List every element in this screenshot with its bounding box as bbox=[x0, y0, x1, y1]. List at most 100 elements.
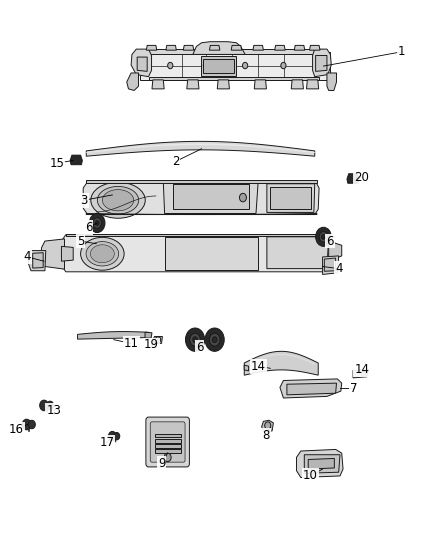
FancyBboxPatch shape bbox=[146, 417, 189, 467]
Polygon shape bbox=[280, 379, 342, 398]
Ellipse shape bbox=[102, 190, 134, 211]
FancyBboxPatch shape bbox=[150, 422, 185, 462]
Text: 4: 4 bbox=[335, 262, 343, 275]
Ellipse shape bbox=[90, 245, 114, 263]
Polygon shape bbox=[209, 45, 220, 50]
Text: 15: 15 bbox=[49, 157, 64, 169]
Text: 1: 1 bbox=[398, 45, 406, 58]
Circle shape bbox=[321, 235, 325, 239]
Polygon shape bbox=[347, 174, 359, 183]
Polygon shape bbox=[310, 45, 320, 50]
Polygon shape bbox=[86, 214, 317, 215]
Polygon shape bbox=[28, 251, 46, 271]
Circle shape bbox=[193, 337, 198, 343]
Polygon shape bbox=[313, 49, 331, 77]
Polygon shape bbox=[155, 449, 181, 453]
Polygon shape bbox=[149, 77, 319, 80]
Circle shape bbox=[185, 328, 205, 351]
Polygon shape bbox=[61, 235, 333, 272]
Polygon shape bbox=[254, 80, 266, 89]
Polygon shape bbox=[153, 336, 162, 343]
Polygon shape bbox=[193, 42, 245, 54]
Polygon shape bbox=[316, 55, 327, 71]
Text: 6: 6 bbox=[196, 341, 203, 353]
Polygon shape bbox=[244, 351, 318, 375]
Polygon shape bbox=[244, 365, 249, 371]
Polygon shape bbox=[86, 141, 315, 156]
Polygon shape bbox=[270, 187, 311, 209]
Polygon shape bbox=[322, 256, 339, 274]
Polygon shape bbox=[275, 45, 285, 50]
Polygon shape bbox=[294, 45, 305, 50]
Polygon shape bbox=[304, 455, 340, 473]
Polygon shape bbox=[70, 155, 82, 165]
Circle shape bbox=[47, 401, 53, 410]
Polygon shape bbox=[152, 80, 164, 89]
Polygon shape bbox=[217, 80, 230, 89]
Polygon shape bbox=[127, 73, 138, 91]
Polygon shape bbox=[267, 237, 328, 269]
Polygon shape bbox=[145, 332, 152, 338]
Circle shape bbox=[93, 218, 102, 228]
Text: 11: 11 bbox=[124, 337, 138, 350]
Polygon shape bbox=[155, 439, 181, 442]
Polygon shape bbox=[328, 241, 342, 261]
Polygon shape bbox=[261, 420, 273, 432]
Circle shape bbox=[109, 431, 116, 441]
Text: 5: 5 bbox=[77, 235, 84, 247]
Circle shape bbox=[89, 214, 105, 232]
Text: 4: 4 bbox=[24, 251, 31, 263]
Circle shape bbox=[95, 221, 99, 225]
Polygon shape bbox=[33, 253, 43, 268]
Polygon shape bbox=[253, 45, 263, 50]
Polygon shape bbox=[78, 332, 148, 339]
Text: 3: 3 bbox=[81, 193, 88, 207]
Ellipse shape bbox=[91, 182, 145, 218]
Polygon shape bbox=[42, 239, 64, 269]
Text: 13: 13 bbox=[46, 404, 61, 417]
Circle shape bbox=[203, 62, 208, 69]
Polygon shape bbox=[131, 49, 152, 77]
Text: 20: 20 bbox=[354, 171, 369, 184]
Circle shape bbox=[155, 336, 161, 343]
Polygon shape bbox=[201, 56, 237, 76]
Polygon shape bbox=[155, 433, 181, 437]
Text: 19: 19 bbox=[144, 338, 159, 351]
Circle shape bbox=[40, 400, 48, 411]
Polygon shape bbox=[86, 143, 315, 153]
Polygon shape bbox=[83, 182, 319, 215]
Polygon shape bbox=[147, 49, 323, 54]
Polygon shape bbox=[163, 182, 258, 214]
Text: 2: 2 bbox=[172, 155, 179, 168]
Text: 17: 17 bbox=[99, 436, 114, 449]
Circle shape bbox=[243, 62, 248, 69]
Polygon shape bbox=[291, 80, 304, 89]
Polygon shape bbox=[165, 237, 258, 270]
Ellipse shape bbox=[81, 237, 124, 270]
Circle shape bbox=[22, 419, 31, 430]
Text: 14: 14 bbox=[251, 360, 266, 373]
Circle shape bbox=[361, 371, 366, 376]
Text: 9: 9 bbox=[158, 457, 165, 470]
Polygon shape bbox=[166, 45, 177, 50]
Polygon shape bbox=[308, 458, 334, 469]
Text: 6: 6 bbox=[326, 235, 334, 247]
Polygon shape bbox=[173, 184, 249, 209]
Circle shape bbox=[281, 62, 286, 69]
Polygon shape bbox=[86, 180, 317, 183]
Polygon shape bbox=[353, 370, 368, 378]
Polygon shape bbox=[307, 80, 319, 89]
Polygon shape bbox=[66, 233, 328, 236]
Circle shape bbox=[28, 420, 35, 429]
Polygon shape bbox=[155, 444, 181, 448]
Circle shape bbox=[114, 432, 120, 440]
Polygon shape bbox=[297, 449, 343, 478]
Circle shape bbox=[190, 333, 200, 346]
Polygon shape bbox=[140, 52, 330, 80]
Text: 6: 6 bbox=[85, 221, 92, 234]
Text: 7: 7 bbox=[350, 382, 358, 395]
Text: 14: 14 bbox=[354, 364, 369, 376]
Circle shape bbox=[212, 337, 217, 343]
Ellipse shape bbox=[97, 187, 139, 214]
Polygon shape bbox=[231, 45, 242, 50]
